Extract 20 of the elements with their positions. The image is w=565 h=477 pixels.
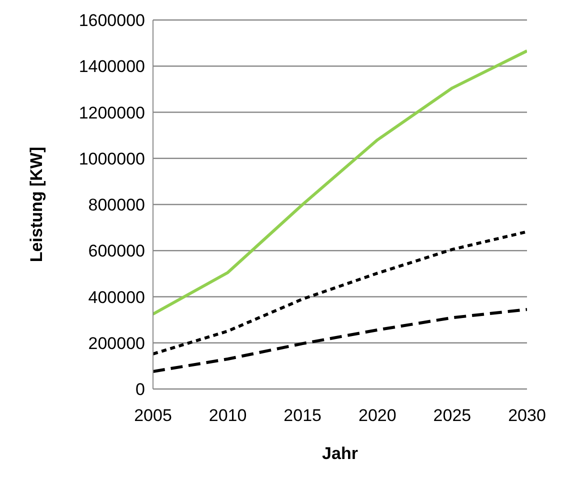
y-tick-label: 1200000 [78,103,145,122]
y-tick-label: 0 [136,380,145,400]
y-tick-label: 1000000 [78,149,145,168]
x-tick-label: 2005 [134,406,172,426]
y-tick-label: 1600000 [78,11,145,30]
y-tick-label: 600000 [88,242,145,261]
y-tick-label: 1400000 [78,57,145,76]
line-series [153,49,527,316]
y-tick-label: 400000 [88,288,145,307]
x-tick-label: 2015 [284,406,322,426]
x-tick-label: 2025 [433,406,472,426]
line-series [153,230,527,356]
y-axis-title: Leistung [KW] [27,146,46,262]
x-tick-label: 2030 [508,406,546,426]
line-series [153,308,527,373]
x-axis-title: Jahr [322,444,358,463]
y-tick-label: 800000 [88,196,145,215]
y-tick-label: 200000 [88,334,145,353]
x-tick-label: 2020 [358,406,396,426]
x-tick-label: 2010 [208,406,247,426]
